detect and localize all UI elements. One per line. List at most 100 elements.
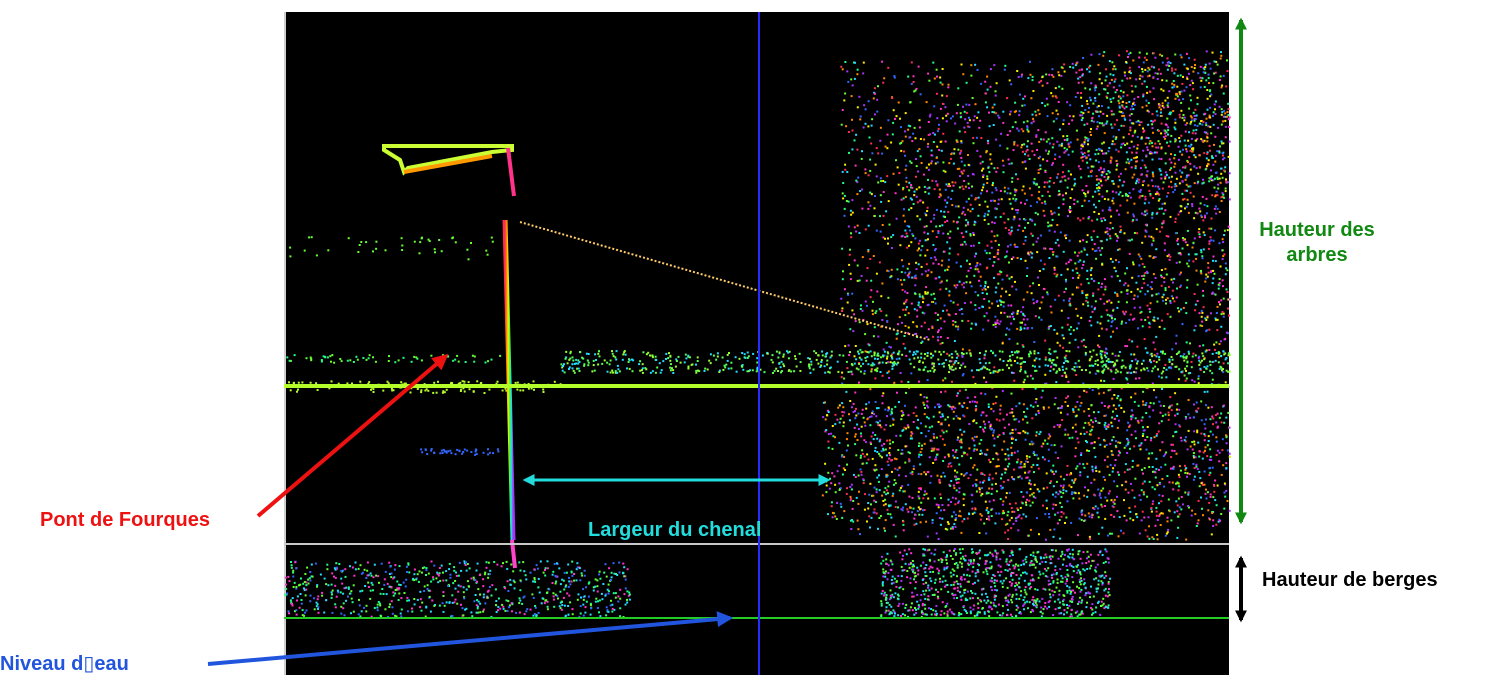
lidar-point <box>1197 284 1199 286</box>
lidar-point <box>1092 389 1094 391</box>
lidar-point <box>927 146 929 148</box>
lidar-point <box>1019 110 1021 112</box>
lidar-point <box>1132 60 1134 62</box>
lidar-point <box>1171 409 1173 411</box>
lidar-point <box>1072 277 1074 279</box>
lidar-point <box>1003 171 1005 173</box>
lidar-point <box>1178 146 1180 148</box>
lidar-point <box>948 162 950 164</box>
lidar-point <box>1150 402 1152 404</box>
lidar-point <box>1160 109 1162 111</box>
lidar-point <box>1084 155 1086 157</box>
lidar-point <box>1112 97 1114 99</box>
lidar-point <box>1087 167 1089 169</box>
lidar-point <box>1212 379 1214 381</box>
lidar-point <box>778 363 780 365</box>
lidar-point <box>1152 237 1154 239</box>
lidar-point <box>1110 370 1112 372</box>
lidar-point <box>1223 110 1225 112</box>
lidar-point <box>1026 455 1028 457</box>
lidar-point <box>1229 427 1231 429</box>
lidar-point <box>1219 145 1221 147</box>
lidar-point <box>1094 363 1096 365</box>
lidar-point <box>1024 379 1026 381</box>
lidar-point <box>921 266 923 268</box>
lidar-point <box>1004 222 1006 224</box>
lidar-point <box>956 221 958 223</box>
lidar-point <box>999 271 1001 273</box>
lidar-point <box>932 62 934 64</box>
lidar-point <box>1027 253 1029 255</box>
lidar-point <box>1162 102 1164 104</box>
lidar-point <box>1036 251 1038 253</box>
lidar-point <box>1091 278 1093 280</box>
lidar-point <box>1187 505 1189 507</box>
lidar-point <box>948 313 950 315</box>
lidar-point <box>918 66 920 68</box>
lidar-point <box>1020 322 1022 324</box>
lidar-point <box>992 107 994 109</box>
lidar-point <box>1126 378 1128 380</box>
lidar-point <box>1208 180 1210 182</box>
lidar-point <box>1097 121 1099 123</box>
lidar-point <box>1110 216 1112 218</box>
lidar-point <box>1182 181 1184 183</box>
lidar-point <box>981 170 983 172</box>
lidar-point <box>987 167 989 169</box>
lidar-point <box>936 76 938 78</box>
lidar-point <box>1134 478 1136 480</box>
lidar-point <box>1086 278 1088 280</box>
lidar-point <box>869 424 871 426</box>
lidar-point <box>1057 342 1059 344</box>
lidar-point <box>863 62 865 64</box>
lidar-point <box>1171 83 1173 85</box>
lidar-point <box>717 352 719 354</box>
lidar-point <box>1016 350 1018 352</box>
lidar-point <box>1113 378 1115 380</box>
lidar-point <box>902 309 904 311</box>
lidar-point <box>933 437 935 439</box>
lidar-point <box>1112 180 1114 182</box>
lidar-point <box>1212 260 1214 262</box>
lidar-point <box>984 213 986 215</box>
lidar-point <box>859 190 861 192</box>
lidar-point <box>955 313 957 315</box>
lidar-point <box>1182 117 1184 119</box>
lidar-point <box>891 247 893 249</box>
lidar-point <box>994 207 996 209</box>
lidar-point <box>1013 142 1015 144</box>
lidar-point <box>1077 346 1079 348</box>
lidar-point <box>990 350 992 352</box>
lidar-point <box>1142 404 1144 406</box>
lidar-point <box>983 184 985 186</box>
lidar-point <box>1228 354 1230 356</box>
lidar-point <box>887 513 889 515</box>
lidar-point <box>1028 353 1030 355</box>
lidar-point <box>629 359 631 361</box>
lidar-point <box>877 358 879 360</box>
lidar-point <box>927 536 929 538</box>
lidar-point <box>1170 62 1172 64</box>
lidar-point <box>843 456 845 458</box>
lidar-point <box>1170 135 1172 137</box>
lidar-point <box>1193 196 1195 198</box>
lidar-point <box>767 353 769 355</box>
lidar-point <box>1082 117 1084 119</box>
lidar-point <box>923 174 925 176</box>
lidar-point <box>1031 143 1033 145</box>
lidar-point <box>923 494 925 496</box>
lidar-point <box>1102 365 1104 367</box>
lidar-point <box>998 244 1000 246</box>
lidar-point <box>727 354 729 356</box>
lidar-point <box>985 350 987 352</box>
lidar-point <box>870 370 872 372</box>
lidar-point <box>1015 110 1017 112</box>
lidar-point <box>961 161 963 163</box>
lidar-point <box>1175 232 1177 234</box>
lidar-point <box>896 115 898 117</box>
lidar-point <box>1147 370 1149 372</box>
lidar-point <box>956 284 958 286</box>
lidar-point <box>917 201 919 203</box>
lidar-point <box>918 304 920 306</box>
lidar-point <box>1000 485 1002 487</box>
